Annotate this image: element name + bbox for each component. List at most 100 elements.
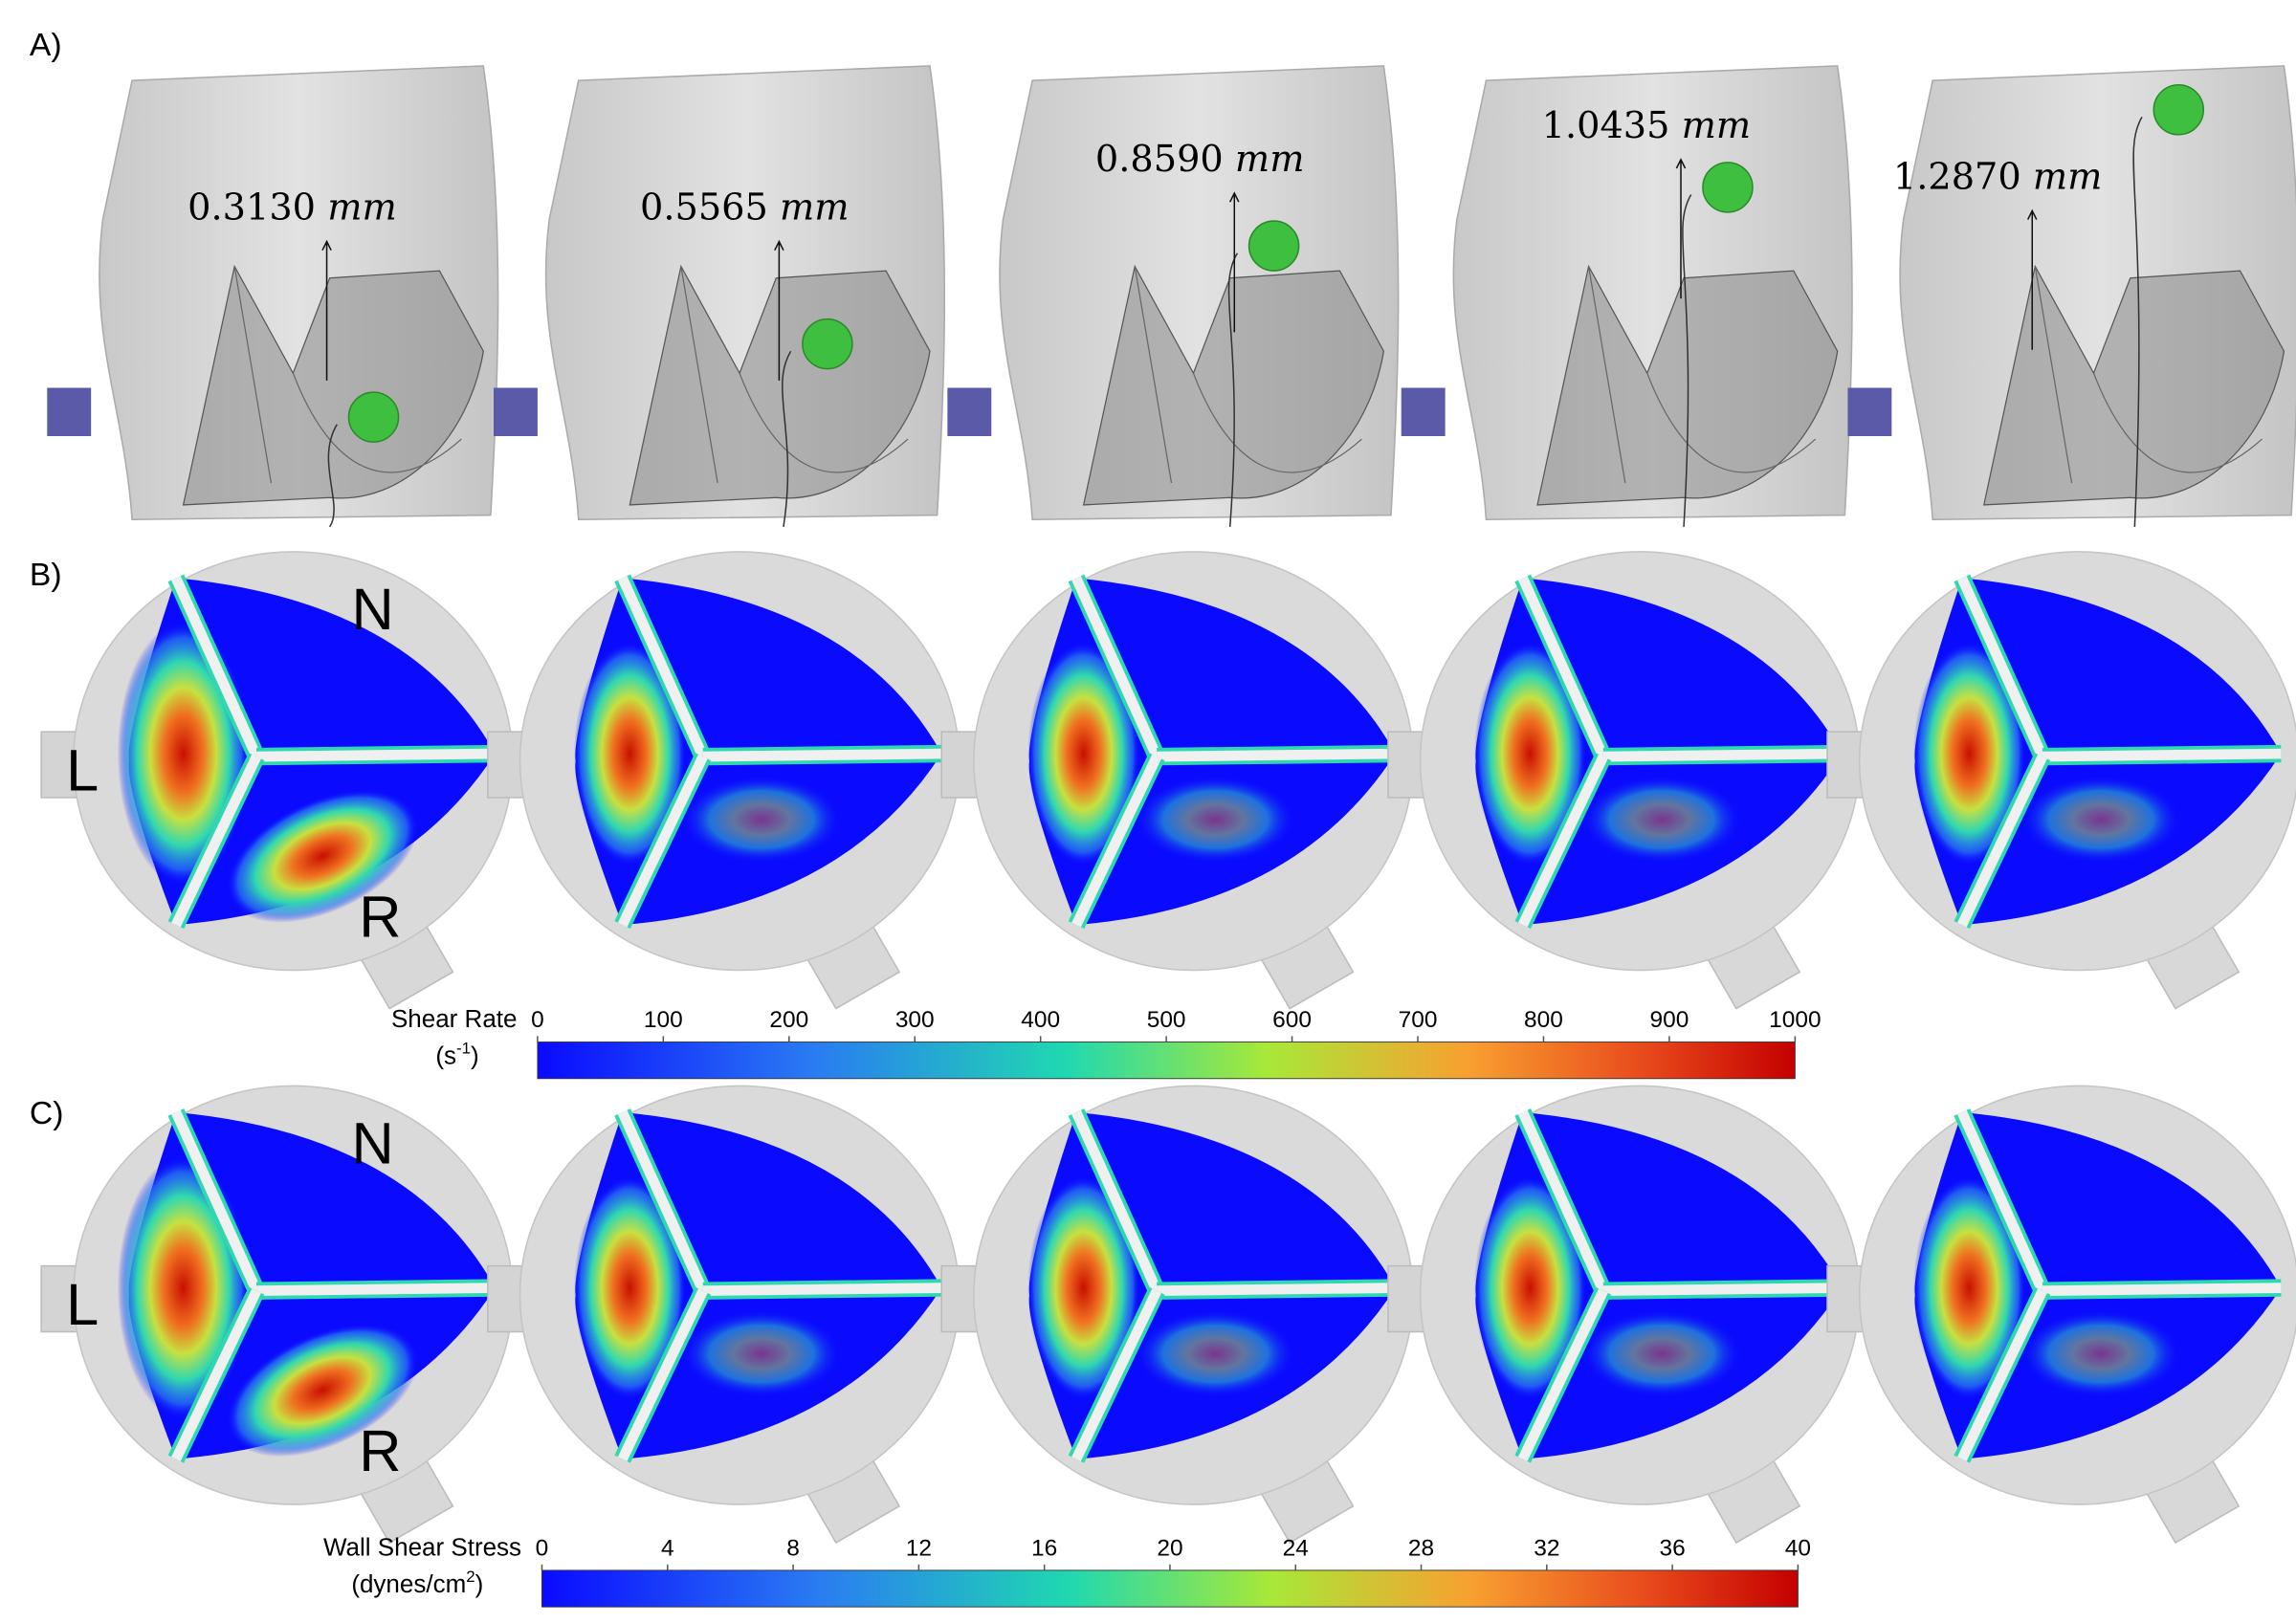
colorbar-tick-label: 600 [1272,1007,1312,1033]
colorbar-tick-label: 0 [536,1536,549,1562]
panel-label: B) [30,558,62,593]
leaflet-fold [1134,266,1362,484]
valve-contour [940,1085,1414,1545]
valve-contour [487,551,960,1010]
leaflet-label: R [359,884,401,949]
valve-contour [940,551,1414,1010]
leaflet-edge [1517,1288,1608,1461]
leaflet-label: L [66,737,99,802]
unit-exponent: -1 [456,1040,471,1058]
moderate-shear-zone [1135,776,1296,864]
leaflet-edge [1602,748,1843,762]
valve-contour [40,551,514,1010]
colorbar-tick-label: 36 [1660,1536,1686,1562]
displacement-arrow [1675,158,1687,299]
high-shear-zone [1027,1175,1140,1400]
leaflet-edge [2042,1283,2282,1296]
panel-label: A) [30,28,62,63]
leaflet-fold [680,266,909,484]
valve-model [47,65,499,528]
leaflet-edge [1071,1109,1162,1293]
particle [802,318,853,370]
colorbar-tick-label: 4 [661,1536,674,1562]
moderate-shear-zone [1135,1309,1296,1398]
colorbar-tick-label: 300 [895,1007,935,1033]
leaflet-edge [702,748,942,762]
leaflet-edge [1517,1109,1608,1293]
displacement-value: 0.5565 [640,186,768,230]
leaflet-edge [617,754,708,928]
colorbar [541,1569,1799,1608]
valve-contour [1826,551,2296,1010]
leaflet-edge [171,1109,261,1293]
colorbar-tick-label: 800 [1524,1007,1563,1033]
high-shear-zone [1912,641,2025,866]
displacement-arrow [2026,208,2038,350]
colorbar-tick-label: 900 [1649,1007,1689,1033]
moderate-shear-zone [680,1309,843,1398]
leaflet-fold [2034,266,2263,484]
unit-close: ) [471,1041,479,1069]
displacement-label: 0.3130 mm [188,186,397,230]
leaflet-edge [617,576,708,759]
valve-model [493,65,946,527]
leaflet-fold [233,266,462,484]
trajectory [327,424,338,528]
colorbar-tick-label: 28 [1408,1536,1434,1562]
leaflet-edge [1517,576,1608,759]
leaflet-edge [1071,754,1162,928]
leaflet-fold [1587,266,1817,484]
high-shear-zone [117,1155,250,1420]
high-shear-zone [1912,1175,2025,1400]
leaflet-edge [1956,1109,2047,1293]
particle [2152,83,2205,136]
displacement-value: 1.2870 [1893,155,2021,198]
unit-close: ) [475,1569,484,1598]
leaflet-edge [171,1288,261,1461]
moderate-shear-zone [2020,776,2182,864]
high-shear-zone [573,1175,686,1400]
valve-model [947,65,1400,527]
valve-contour [487,1085,960,1545]
colorbar-title: Wall Shear Stress [323,1533,521,1562]
displacement-arrow [321,239,332,381]
colorbar-unit: (s-1) [435,1040,478,1070]
colorbar-tick-label: 100 [644,1007,683,1033]
leaflet [1982,264,2285,506]
leaflet-edge [1956,754,2047,928]
colorbar-tick-label: 700 [1399,1007,1438,1033]
trajectory [1227,252,1238,527]
leaflet-edge [1956,576,2047,759]
leaflet-edge [1157,1283,1396,1296]
moderate-shear-zone [1580,776,1743,864]
displacement-unit: mm [1235,138,1305,181]
leaflet-edge [1517,754,1608,928]
colorbar-unit: (dynes/cm2) [351,1568,483,1598]
colorbar-tick-label: 16 [1031,1536,1057,1562]
moderate-shear-zone [680,776,843,864]
valve-contour [1387,1085,1861,1545]
high-shear-zone [1473,1175,1586,1400]
displacement-label: 0.5565 mm [640,186,850,230]
colorbar-title: Shear Rate [391,1004,518,1033]
colorbar-tick-label: 200 [769,1007,808,1033]
high-shear-zone [117,622,250,886]
valve-contour [40,1085,514,1545]
particle [1702,162,1754,213]
panel-label: C) [30,1096,64,1131]
colorbar-tick-label: 20 [1157,1536,1182,1562]
unit-exponent: 2 [466,1568,475,1586]
leaflet-edge [2042,748,2282,762]
particle [1247,220,1300,272]
leaflet [182,264,484,506]
displacement-label: 1.2870 mm [1893,155,2103,198]
colorbar-tick-label: 500 [1147,1007,1186,1033]
displacement-value: 0.3130 [188,186,316,230]
moderate-shear-zone [2020,1309,2182,1398]
high-shear-zone [226,789,419,923]
leaflet-edge [256,748,496,762]
leaflet-edge [171,754,261,928]
colorbar [537,1042,1796,1080]
trajectory [1682,194,1692,527]
leaflet-label: N [352,577,394,642]
